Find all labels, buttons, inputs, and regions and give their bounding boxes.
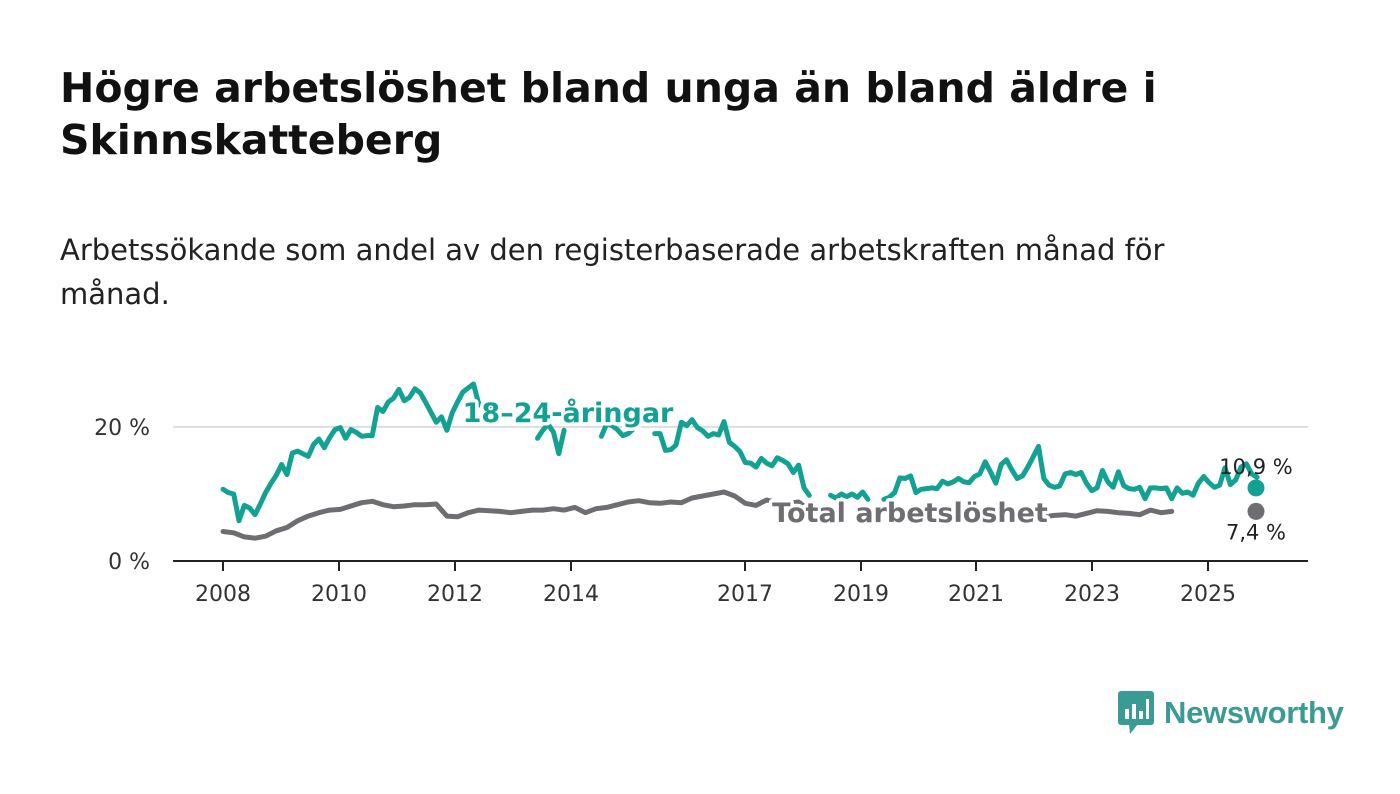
x-tick-label: 2012 xyxy=(427,582,483,607)
x-tick-label: 2021 xyxy=(948,582,1004,607)
x-tick-label: 2023 xyxy=(1064,582,1120,607)
x-tick-label: 2010 xyxy=(311,582,367,607)
total-series-label: Total arbetslöshet xyxy=(772,498,1048,529)
y-tick-label: 20 % xyxy=(94,416,150,441)
series-labels: 10,9 % 7,4 % 18–24-åringar Total arbetslösh… xyxy=(459,394,1293,545)
series-lines xyxy=(220,381,1260,541)
youth-end-dot xyxy=(1247,479,1265,497)
newsworthy-logo[interactable]: Newsworthy xyxy=(1118,690,1344,736)
logo-text: Newsworthy xyxy=(1164,695,1344,730)
y-tick-label: 0 % xyxy=(108,550,150,575)
youth-line-segment xyxy=(598,421,636,439)
x-tick-label: 2008 xyxy=(195,582,251,607)
page-title: Högre arbetslöshet bland unga än bland ä… xyxy=(60,64,1157,164)
x-tick-label: 2025 xyxy=(1180,582,1236,607)
total-end-label: 7,4 % xyxy=(1226,520,1286,544)
youth-line-segment xyxy=(652,417,812,498)
youth-line-segment xyxy=(220,381,492,524)
bar-chart-speech-bubble-icon xyxy=(1118,691,1154,734)
y-axis-ticks: 0 % 20 % xyxy=(94,416,150,575)
youth-line-segment xyxy=(828,489,871,502)
youth-line-segment xyxy=(881,443,1260,502)
total-line-segment xyxy=(220,489,823,541)
youth-end-label: 10,9 % xyxy=(1219,455,1292,479)
x-tick-label: 2019 xyxy=(833,582,889,607)
chart-subtitle: Arbetssökande som andel av den registerb… xyxy=(60,233,1165,311)
youth-line-segment xyxy=(535,421,567,457)
x-tick-label: 2014 xyxy=(543,582,599,607)
x-tick-label: 2017 xyxy=(717,582,773,607)
x-axis: 2008 2010 2012 2014 2017 2019 2021 2023 2025 xyxy=(173,560,1308,607)
total-end-dot xyxy=(1247,502,1265,520)
youth-series-label: 18–24-åringar xyxy=(463,397,674,429)
total-line-segment xyxy=(977,506,1175,520)
